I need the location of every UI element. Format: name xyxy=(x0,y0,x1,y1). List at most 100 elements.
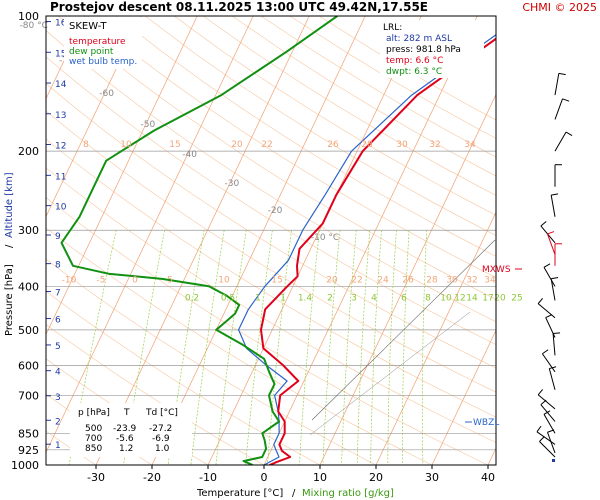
y-axis-separator: / xyxy=(4,244,15,248)
isotherm-label: -60 xyxy=(99,89,114,99)
profile-line-dew-point xyxy=(60,16,338,465)
legend-item-wetbulb: wet bulb temp. xyxy=(69,57,137,67)
mixing-ratio-line xyxy=(215,230,247,465)
pressure-tick-label: 1000 xyxy=(11,459,39,472)
wind-barb xyxy=(541,353,556,373)
altitude-tick-label: 9 xyxy=(55,232,61,242)
wind-barb-flag xyxy=(551,277,559,280)
dry-adiabat-line xyxy=(87,16,496,278)
table-cell: 500 xyxy=(85,424,102,434)
pressure-tick-label: 850 xyxy=(18,427,39,440)
mixing-ratio-label: 12 xyxy=(454,293,465,303)
adiabat-label-400: -5 xyxy=(97,275,106,285)
mixing-ratio-label: 1 xyxy=(255,293,261,303)
legend-item-temperature: temperature xyxy=(69,37,126,47)
adiabat-label-400: 0 xyxy=(132,275,138,285)
mixing-ratio-line xyxy=(402,230,410,465)
mixing-ratio-line xyxy=(299,230,320,465)
mixing-ratio-label: 1.4 xyxy=(298,293,313,303)
lrl-title: LRL: xyxy=(383,23,402,33)
wind-barb xyxy=(540,404,556,422)
table-header-td: Td [°C] xyxy=(145,408,178,418)
wind-barb xyxy=(554,73,560,96)
x-axis-title: Temperature [°C] xyxy=(196,488,283,499)
temperature-tick-label: 0 xyxy=(261,471,268,484)
isotherm-line xyxy=(263,16,478,465)
temperature-tick-label: -30 xyxy=(87,471,105,484)
wind-barb-flag xyxy=(543,263,551,268)
altitude-tick-label: 11 xyxy=(55,172,66,182)
pressure-tick-label: 400 xyxy=(18,280,39,293)
dry-adiabat-line xyxy=(46,56,496,345)
mixing-ratio-label: 20 xyxy=(494,293,506,303)
adiabat-label-200: 34 xyxy=(464,140,476,150)
isotherm-label: -80 °C xyxy=(20,21,48,31)
table-cell: -23.9 xyxy=(113,424,137,434)
adiabat-label-200: 30 xyxy=(396,140,408,150)
wind-barb-flag xyxy=(549,366,557,370)
x-axis-separator: / xyxy=(292,488,296,499)
table-cell: 1.0 xyxy=(155,444,170,454)
isotherm-line xyxy=(487,447,496,465)
parcel-line xyxy=(311,239,496,421)
wind-barb xyxy=(554,131,567,152)
isotherm-line xyxy=(46,16,254,454)
profile-line-wet-bulb-temp- xyxy=(238,33,496,465)
dry-adiabat-line xyxy=(58,16,496,300)
temperature-tick-label: -20 xyxy=(143,471,161,484)
wind-barb xyxy=(547,432,556,454)
lrl-temp: temp: 6.6 °C xyxy=(386,56,443,66)
pressure-tick-label: 925 xyxy=(18,444,39,457)
mixing-ratio-label: 10 xyxy=(440,293,452,303)
lrl-dwpt: dwpt: 6.3 °C xyxy=(386,67,442,77)
mixing-ratio-label: 17 xyxy=(482,293,493,303)
wind-barb-flag xyxy=(565,131,573,137)
adiabat-label-400: 15 xyxy=(271,275,282,285)
wind-barb-flag xyxy=(537,297,544,304)
table-header-p: p [hPa] xyxy=(78,408,110,418)
isotherm-label: -50 xyxy=(141,120,156,130)
wind-barb xyxy=(539,441,556,458)
lrl-press: press: 981.8 hPa xyxy=(386,45,461,55)
altitude-tick-label: 8 xyxy=(55,261,61,271)
table-cell: -27.2 xyxy=(149,424,172,434)
mixing-ratio-line xyxy=(267,230,292,465)
isotherm-label: -20 xyxy=(268,206,283,216)
credit-text: CHMI © 2025 xyxy=(522,1,597,14)
plot-frame xyxy=(45,15,497,466)
adiabat-label-200: 32 xyxy=(429,140,440,150)
wind-barb-flag xyxy=(562,98,570,102)
pressure-tick-label: 300 xyxy=(18,224,39,237)
wind-barb xyxy=(543,267,556,287)
table-cell: 1.2 xyxy=(119,444,133,454)
mixing-ratio-line xyxy=(245,230,273,465)
wind-barb xyxy=(552,333,556,356)
dry-adiabat-line xyxy=(46,110,496,393)
lrl-alt: alt: 282 m ASL xyxy=(386,34,452,44)
parcel-line xyxy=(309,311,471,436)
lrl-box: LRL: alt: 282 m ASL press: 981.8 hPa tem… xyxy=(380,20,484,78)
mixing-ratio-line xyxy=(356,230,371,465)
temperature-tick-label: 40 xyxy=(481,471,495,484)
adiabat-label-200: 15 xyxy=(169,140,180,150)
wind-barb-flag xyxy=(540,221,547,227)
altitude-tick-label: 16 xyxy=(55,19,67,29)
wind-barb-flag xyxy=(540,399,547,406)
adiabat-label-200: 8 xyxy=(83,140,89,150)
wind-barb xyxy=(550,195,556,217)
wind-barb-flag xyxy=(542,349,549,355)
altitude-tick-label: 7 xyxy=(55,288,61,298)
isotherm-line xyxy=(319,93,496,465)
pressure-tick-label: 500 xyxy=(18,324,39,337)
legend-title: SKEW-T xyxy=(69,21,107,32)
wind-barb xyxy=(547,233,556,255)
wbzl-marker: WBZL xyxy=(473,418,499,428)
isotherm-line xyxy=(46,16,142,218)
adiabat-label-400: 5 xyxy=(167,275,173,285)
isotherm-line xyxy=(46,16,86,100)
isotherm-line xyxy=(431,329,496,465)
mixing-ratio-label: 14 xyxy=(466,293,478,303)
wind-barb-flag xyxy=(539,436,545,442)
adiabat-label-400: 34 xyxy=(484,275,496,285)
adiabat-label-200: 26 xyxy=(327,140,339,150)
